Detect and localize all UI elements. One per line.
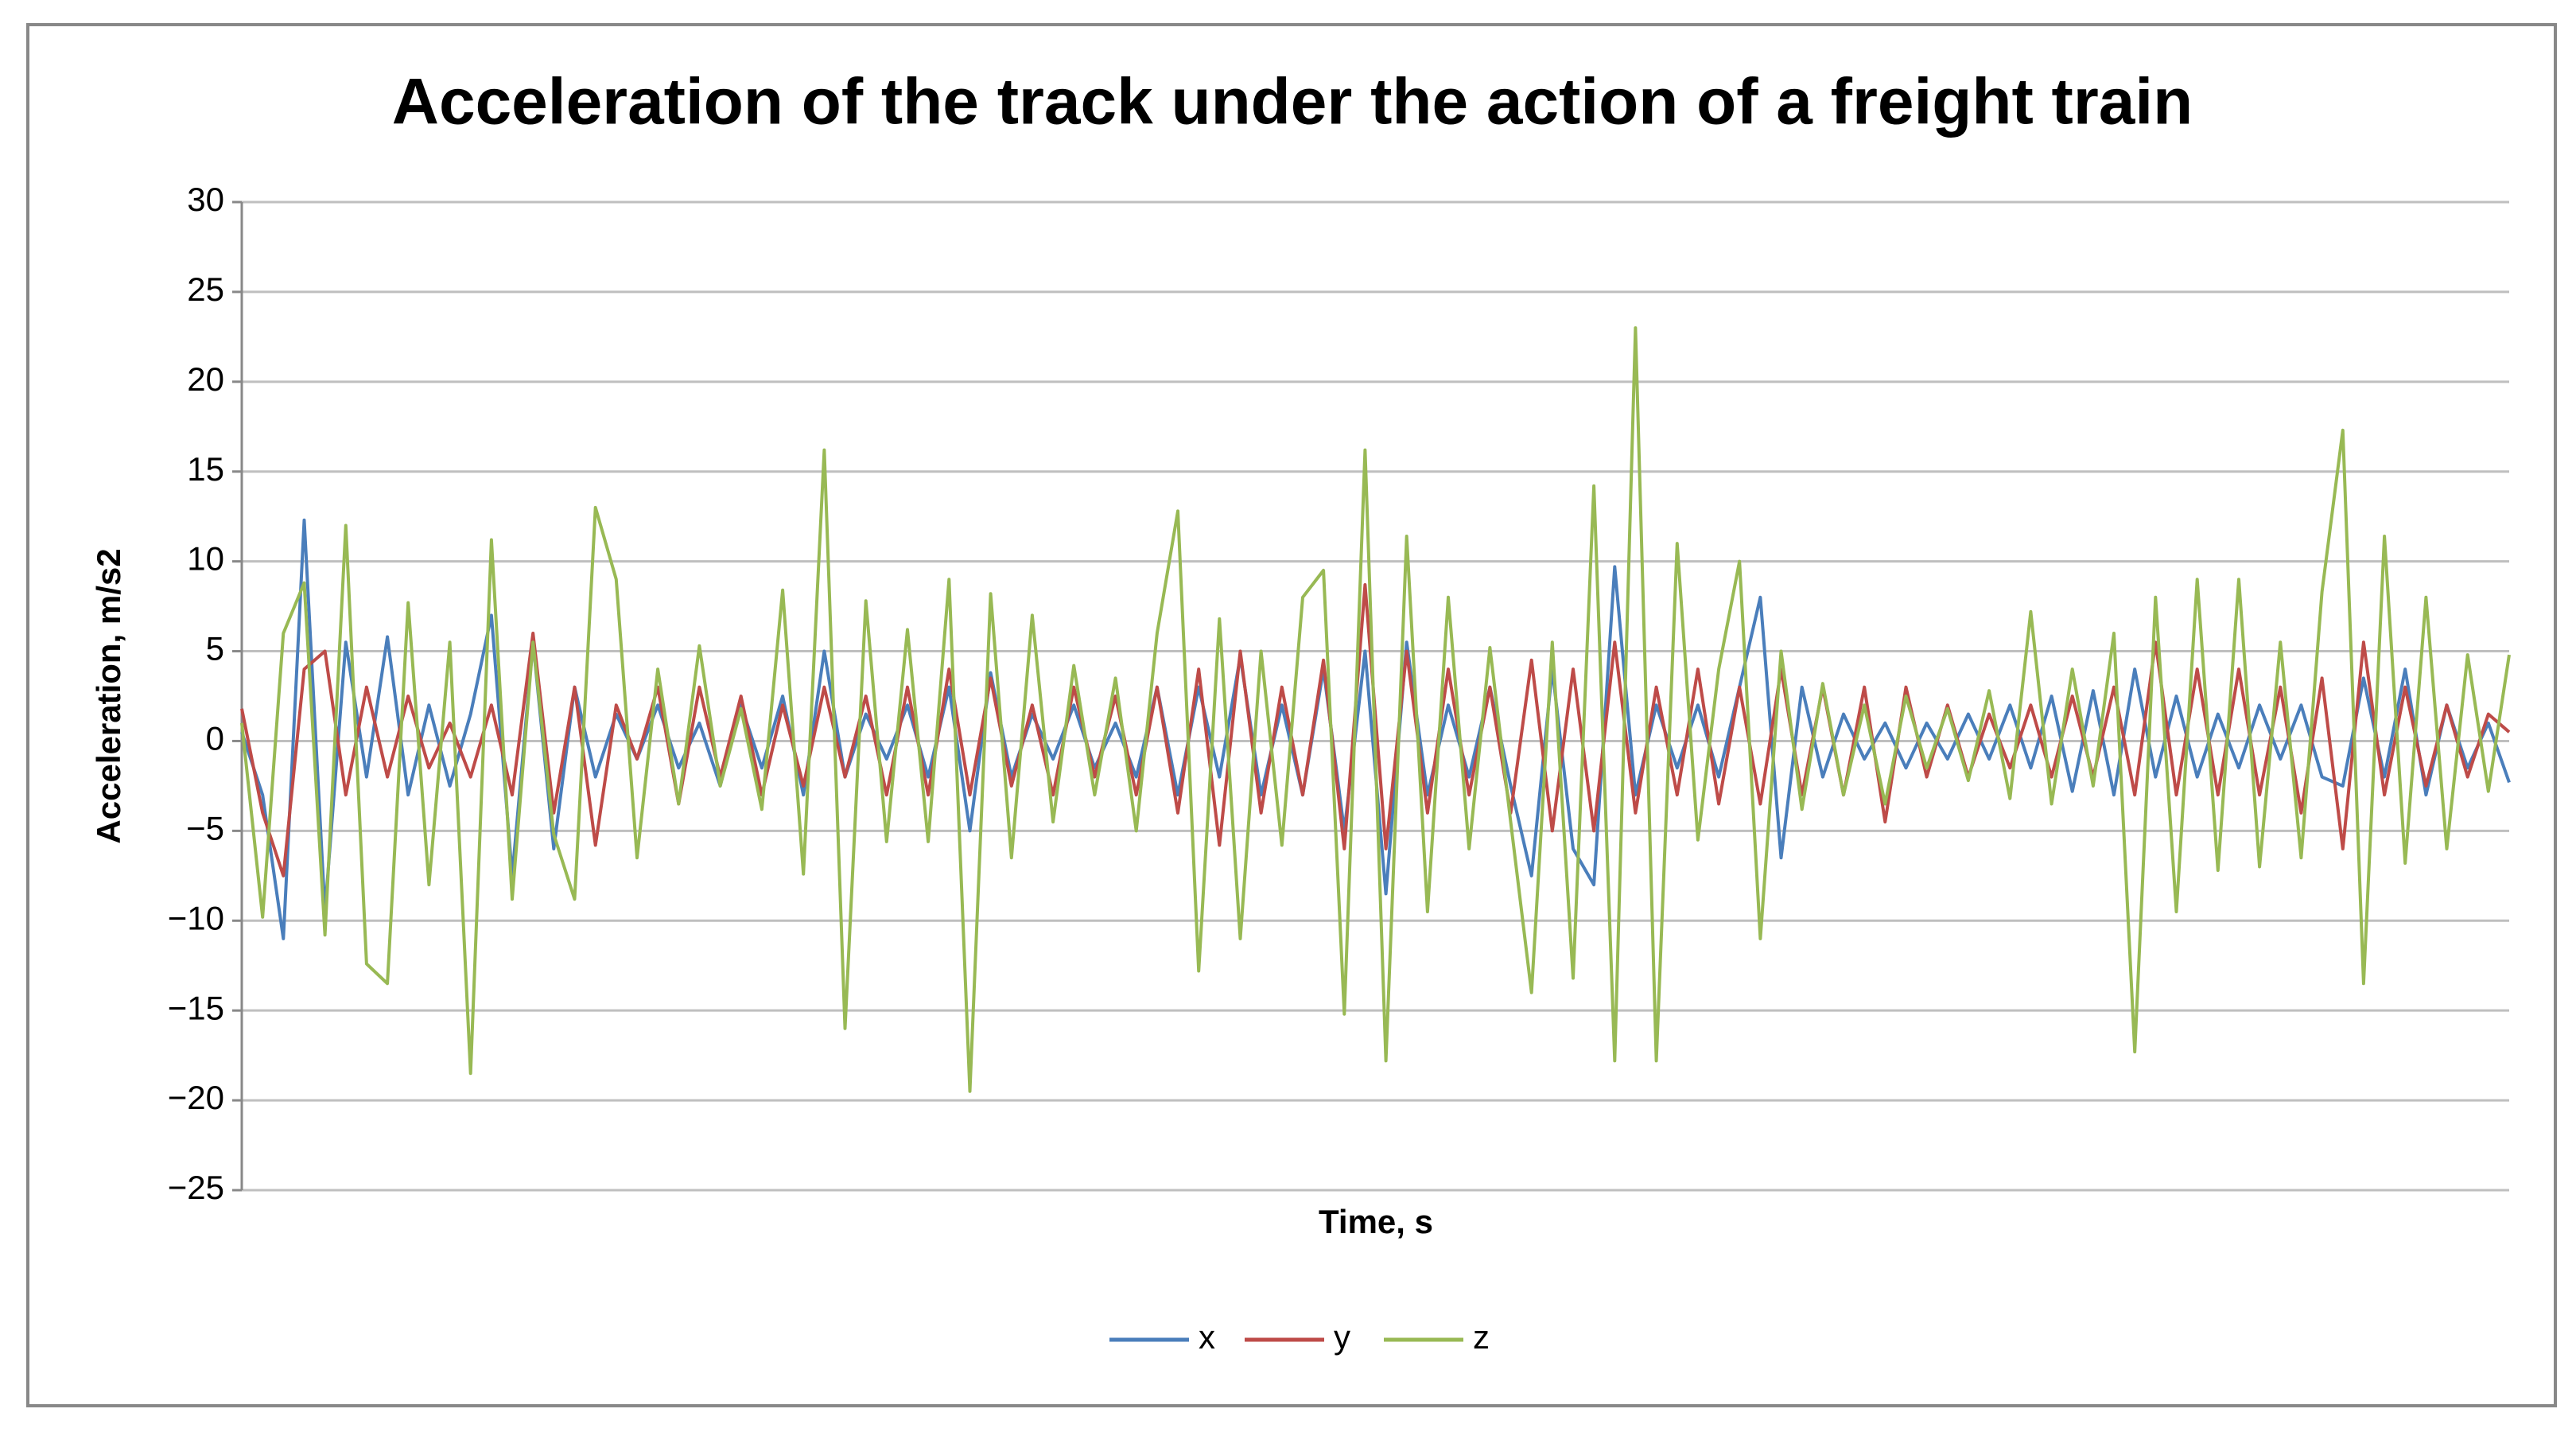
y-tick-label: 25 [187,270,224,308]
y-tick-label: −25 [168,1169,224,1206]
y-axis-label: Acceleration, m/s2 [90,548,127,843]
y-tick-label: 30 [187,181,224,218]
series-line [240,326,2511,1093]
grid: −25 −20 −15 −10 −5 0 5 10 15 20 25 30 [168,181,2509,1206]
y-tick-label: −10 [168,899,224,936]
y-tick-label: −15 [168,989,224,1026]
x-axis-label: Time, s [1319,1203,1433,1240]
plot-area [240,326,2511,1093]
y-tick-label: 0 [206,720,224,757]
legend-label: x [1199,1318,1215,1356]
y-tick-label: 10 [187,540,224,578]
y-tick-label: 20 [187,360,224,398]
y-tick-label: −5 [186,809,224,846]
y-tick-label: 15 [187,450,224,488]
y-tick-label: −20 [168,1079,224,1116]
y-tick-label: 5 [206,630,224,667]
legend: x y z [1109,1318,1490,1356]
legend-label: z [1473,1318,1490,1356]
legend-label: y [1334,1318,1350,1356]
chart-title: Acceleration of the track under the acti… [392,66,2193,138]
